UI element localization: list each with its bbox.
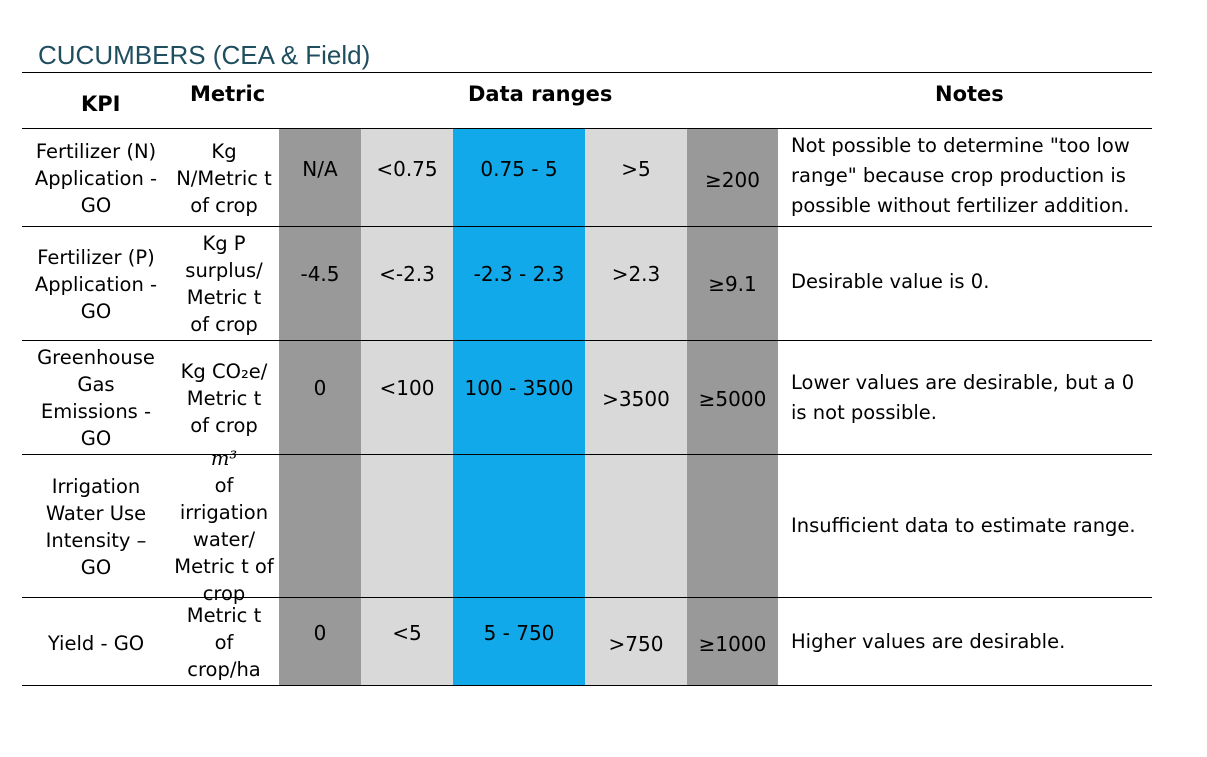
band-desirable	[453, 129, 585, 685]
row-2-range-too-high: ≥9.1	[708, 272, 757, 296]
page-title: CUCUMBERS (CEA & Field)	[38, 40, 371, 70]
row-2-range-high: >2.3	[611, 262, 661, 286]
row-2-note: Desirable value is 0.	[791, 270, 990, 293]
band-too-high	[687, 129, 778, 685]
row-3-note: Lower values are desirable, but a 0 is n…	[791, 371, 1135, 424]
row-1-range-too-high: ≥200	[705, 168, 760, 192]
row-1-range-low: <0.75	[376, 157, 438, 181]
row-4-metric-unit: m³	[210, 447, 238, 470]
row-3-range-high: >3500	[602, 387, 670, 411]
row-rule	[22, 128, 1152, 129]
row-3-range-too-high: ≥5000	[698, 387, 767, 411]
row-rule	[22, 454, 1152, 455]
header-kpi: KPI	[81, 92, 121, 116]
row-rule	[22, 685, 1152, 686]
row-5-metric: Metric t of crop/ha	[186, 603, 262, 681]
header-notes: Notes	[935, 82, 1004, 106]
row-3-range-desirable: 100 - 3500	[464, 376, 574, 400]
row-2-range-low: <-2.3	[379, 262, 435, 286]
row-rule	[22, 226, 1152, 227]
row-5-range-desirable: 5 - 750	[483, 621, 555, 645]
band-too-low	[279, 129, 361, 685]
row-1-metric: Kg N/Metric t of crop	[176, 139, 272, 217]
band-high	[585, 129, 687, 685]
row-2-range-desirable: -2.3 - 2.3	[473, 262, 565, 286]
row-2-kpi: Fertilizer (P) Application - GO	[34, 245, 158, 323]
row-5-range-too-high: ≥1000	[698, 632, 767, 656]
row-1-kpi: Fertilizer (N) Application - GO	[34, 139, 158, 217]
row-2-metric: Kg P surplus/ Metric t of crop	[185, 232, 263, 336]
row-4-metric-cell: m³ of irrigation water/ Metric t of crop	[172, 447, 276, 605]
row-4-kpi: Irrigation Water Use Intensity – GO	[45, 475, 147, 579]
row-5-note: Higher values are desirable.	[791, 630, 1066, 653]
row-5-range-high: >750	[608, 632, 664, 656]
title-rule	[22, 72, 1152, 73]
row-3-kpi: Greenhouse Gas Emissions - GO	[37, 346, 155, 450]
row-5-range-too-low: 0	[313, 621, 327, 645]
row-3-range-low: <100	[379, 376, 435, 400]
row-5-kpi: Yield - GO	[47, 631, 145, 655]
band-low	[361, 129, 453, 685]
row-1-range-high: >5	[621, 157, 651, 181]
header-data-ranges: Data ranges	[468, 82, 613, 106]
row-rule	[22, 597, 1152, 598]
row-2-range-too-low: -4.5	[300, 262, 340, 286]
row-3-range-too-low: 0	[313, 376, 327, 400]
row-4-metric: of irrigation water/ Metric t of crop	[174, 474, 274, 605]
row-1-note: Not possible to determine "too low range…	[791, 134, 1130, 217]
row-1-range-desirable: 0.75 - 5	[480, 157, 558, 181]
row-3-metric: Kg CO₂e/ Metric t of crop	[180, 359, 268, 437]
row-rule	[22, 340, 1152, 341]
row-4-note: Insufficient data to estimate range.	[791, 514, 1136, 537]
header-metric: Metric	[190, 82, 266, 106]
row-1-range-too-low: N/A	[302, 157, 338, 181]
row-5-range-low: <5	[392, 621, 422, 645]
